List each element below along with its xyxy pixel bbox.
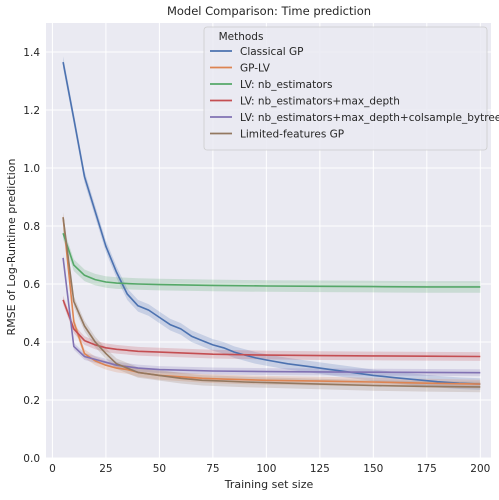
series-lines bbox=[62, 61, 481, 388]
legend-label: Classical GP bbox=[240, 46, 303, 58]
legend-label: LV: nb_estimators+max_depth bbox=[240, 96, 400, 108]
y-tick-label: 0.8 bbox=[23, 221, 40, 233]
legend-title: Methods bbox=[219, 31, 264, 43]
x-tick-label: 100 bbox=[256, 463, 276, 475]
y-axis-ticks: 0.0 0.2 0.4 0.6 0.8 1.0 1.2 1.4 bbox=[23, 47, 40, 465]
y-tick-label: 0.6 bbox=[23, 279, 40, 291]
x-tick-label: 0 bbox=[49, 463, 56, 475]
x-tick-label: 50 bbox=[153, 463, 166, 475]
series-line bbox=[62, 61, 481, 385]
x-axis-ticks: 0 25 50 75 100 125 150 175 200 bbox=[49, 463, 490, 475]
x-axis-label: Training set size bbox=[224, 478, 314, 491]
legend-label: Limited-features GP bbox=[240, 129, 344, 141]
legend-label: LV: nb_estimators+max_depth+colsample_by… bbox=[240, 112, 499, 124]
x-tick-label: 75 bbox=[206, 463, 219, 475]
series-line bbox=[62, 257, 481, 374]
y-tick-label: 0.4 bbox=[23, 337, 40, 349]
legend-label: GP-LV bbox=[240, 63, 271, 75]
y-tick-label: 1.0 bbox=[23, 163, 40, 175]
series-line bbox=[62, 232, 481, 288]
confidence-band bbox=[63, 295, 481, 361]
legend-box bbox=[203, 26, 488, 151]
y-tick-label: 0.0 bbox=[23, 453, 40, 465]
series-line bbox=[62, 299, 481, 358]
y-tick-label: 0.2 bbox=[23, 395, 40, 407]
x-tick-label: 200 bbox=[470, 463, 490, 475]
x-tick-label: 25 bbox=[99, 463, 112, 475]
chart-title: Model Comparison: Time prediction bbox=[167, 4, 371, 18]
y-tick-label: 1.4 bbox=[23, 47, 40, 59]
legend-label: LV: nb_estimators bbox=[240, 79, 332, 91]
y-tick-label: 1.2 bbox=[23, 105, 40, 117]
x-tick-label: 150 bbox=[363, 463, 383, 475]
x-tick-label: 125 bbox=[310, 463, 330, 475]
x-tick-label: 175 bbox=[417, 463, 437, 475]
legend-items: Classical GP GP-LV LV: nb_estimators LV: nb… bbox=[210, 46, 499, 141]
legend: Methods Classical GP GP-LV LV: nb_estimato… bbox=[203, 26, 499, 151]
series-line bbox=[62, 217, 481, 388]
y-axis-label: RMSE of Log-Runtime prediction bbox=[5, 159, 18, 336]
